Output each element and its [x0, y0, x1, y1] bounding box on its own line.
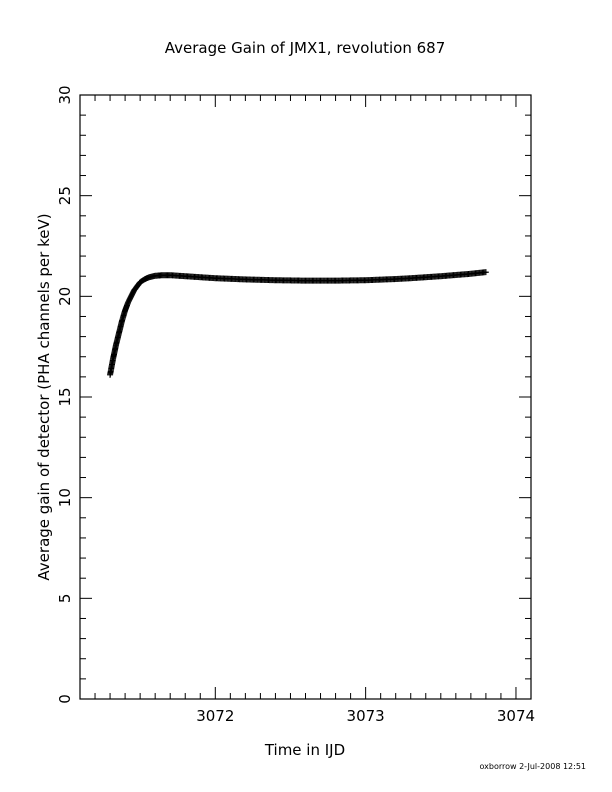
- x-axis-label: Time in IJD: [264, 741, 345, 759]
- y-axis-label: Average gain of detector (PHA channels p…: [35, 213, 53, 580]
- y-tick-label: 0: [56, 694, 74, 704]
- footer-stamp: oxborrow 2-Jul-2008 12:51: [479, 762, 586, 771]
- chart-title: Average Gain of JMX1, revolution 687: [165, 39, 446, 57]
- y-tick-label: 25: [56, 186, 74, 205]
- plot-frame: [79, 94, 532, 700]
- x-tick-label: 3073: [347, 707, 385, 725]
- y-tick-label: 5: [56, 594, 74, 604]
- y-tick-label: 15: [56, 387, 74, 406]
- y-tick-label: 10: [56, 488, 74, 507]
- y-axis-tick-labels: 0 5 10 15 20 25 30: [56, 85, 74, 703]
- x-axis-ticks: [79, 95, 532, 699]
- x-tick-label: 3074: [497, 707, 535, 725]
- y-axis-ticks: [80, 94, 531, 700]
- data-point: [482, 269, 489, 276]
- x-axis-tick-labels: 3072 3073 3074: [196, 707, 535, 725]
- data-points: [107, 269, 489, 378]
- x-tick-label: 3072: [196, 707, 234, 725]
- y-tick-label: 20: [56, 287, 74, 306]
- y-tick-label: 30: [56, 85, 74, 104]
